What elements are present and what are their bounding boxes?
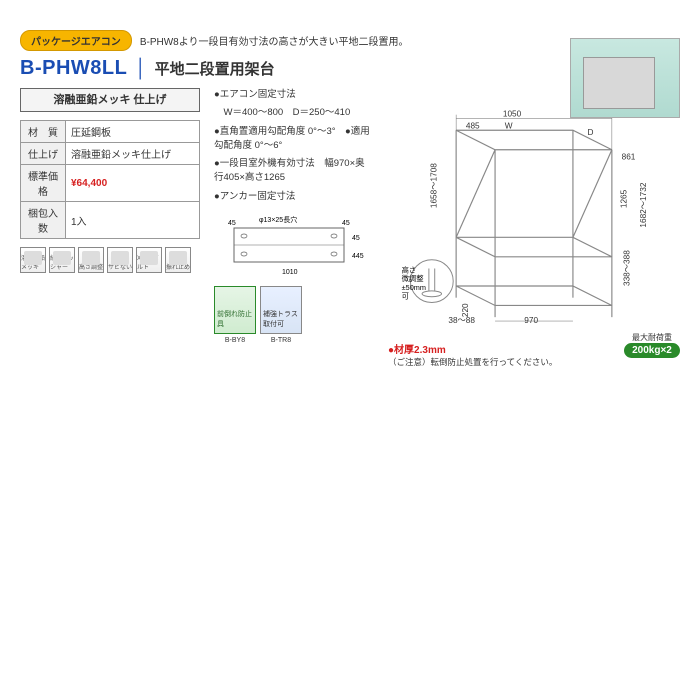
accessory-thumb: 前倒れ防止具 xyxy=(214,286,256,334)
feature-icon-row: 溶融亜鉛メッキ組継ワッシャー高さ調整サビないXISコボルト振れ止め xyxy=(20,247,200,273)
anchor-sketch: 45 45 1010 45 445 φ13×25長穴 xyxy=(214,210,364,280)
feature-icon: 溶融亜鉛メッキ xyxy=(20,247,46,273)
svg-text:D: D xyxy=(588,128,594,137)
svg-text:φ13×25長穴: φ13×25長穴 xyxy=(259,215,297,224)
feature-icon: 組継ワッシャー xyxy=(49,247,75,273)
feature-icon: サビない xyxy=(107,247,133,273)
category-badge: パッケージエアコン xyxy=(20,30,132,51)
svg-text:1010: 1010 xyxy=(282,269,298,276)
svg-text:可: 可 xyxy=(402,292,409,301)
product-title: 平地二段置用架台 xyxy=(155,58,275,79)
svg-text:45: 45 xyxy=(228,220,236,227)
model-number: B-PHW8LL xyxy=(20,57,127,80)
svg-text:1658～1708: 1658～1708 xyxy=(430,163,439,208)
svg-text:45: 45 xyxy=(342,220,350,227)
svg-text:1050: 1050 xyxy=(503,110,522,119)
load-badge: 最大耐荷重 200kg×2 xyxy=(624,332,680,358)
spec-value: 圧延鋼板 xyxy=(66,121,200,143)
accessory-caption: B-BY8 xyxy=(214,336,256,347)
svg-text:1682～1732: 1682～1732 xyxy=(639,182,648,227)
accessory-thumb: 補強トラス取付可 xyxy=(260,286,302,334)
spec-label: 梱包入数 xyxy=(21,202,66,239)
subtitle-text: B-PHW8より一段目有効寸法の高さが大きい平地二段置用。 xyxy=(140,33,409,48)
fix-dim-value: W＝400～800 D＝250～410 xyxy=(214,106,374,120)
svg-text:485: 485 xyxy=(466,121,480,130)
feature-icon: 振れ止め xyxy=(165,247,191,273)
stage1-dim: ●一段目室外機有効寸法 幅970×奥行405×高さ1265 xyxy=(214,157,374,186)
angle-note: ●直角置適用勾配角度 0°～3° ●適用勾配角度 0°～6° xyxy=(214,125,374,154)
feature-icon: XISコボルト xyxy=(136,247,162,273)
finish-box: 溶融亜鉛メッキ 仕上げ xyxy=(20,88,200,112)
svg-text:970: 970 xyxy=(524,316,538,325)
accessory-thumbs: 前倒れ防止具 B-BY8 補強トラス取付可 B-TR8 xyxy=(214,286,374,347)
load-value: 200kg×2 xyxy=(624,343,680,358)
load-label: 最大耐荷重 xyxy=(624,332,680,343)
svg-text:445: 445 xyxy=(352,253,364,260)
spec-label: 標準価格 xyxy=(21,165,66,202)
svg-text:1265: 1265 xyxy=(619,189,628,208)
spec-value: 1入 xyxy=(66,202,200,239)
anchor-label: ●アンカー固定寸法 xyxy=(214,190,374,204)
spec-value: ¥64,400 xyxy=(66,165,200,202)
accessory-caption: B-TR8 xyxy=(260,336,302,347)
svg-text:338～388: 338～388 xyxy=(622,250,631,286)
svg-text:微調整: 微調整 xyxy=(402,274,425,283)
feature-icon: 高さ調整 xyxy=(78,247,104,273)
spec-value: 溶融亜鉛メッキ仕上げ xyxy=(66,143,200,165)
fix-dim-label: ●エアコン固定寸法 xyxy=(214,88,374,102)
svg-text:861: 861 xyxy=(622,152,636,161)
spec-label: 材 質 xyxy=(21,121,66,143)
spec-label: 仕上げ xyxy=(21,143,66,165)
svg-text:45: 45 xyxy=(352,235,360,242)
spec-table: 材 質圧延鋼板仕上げ溶融亜鉛メッキ仕上げ標準価格¥64,400梱包入数1入 xyxy=(20,120,200,239)
svg-text:38～88: 38～88 xyxy=(448,316,475,325)
svg-text:W: W xyxy=(505,121,513,130)
title-separator: │ xyxy=(135,58,146,79)
svg-text:±50mm: ±50mm xyxy=(402,283,426,292)
svg-text:高さ: 高さ xyxy=(402,265,417,274)
context-photo xyxy=(570,38,680,118)
dimension-diagram: 高さ 微調整 ±50mm 可 1050 W 485 D 861 1658～170… xyxy=(388,88,680,338)
